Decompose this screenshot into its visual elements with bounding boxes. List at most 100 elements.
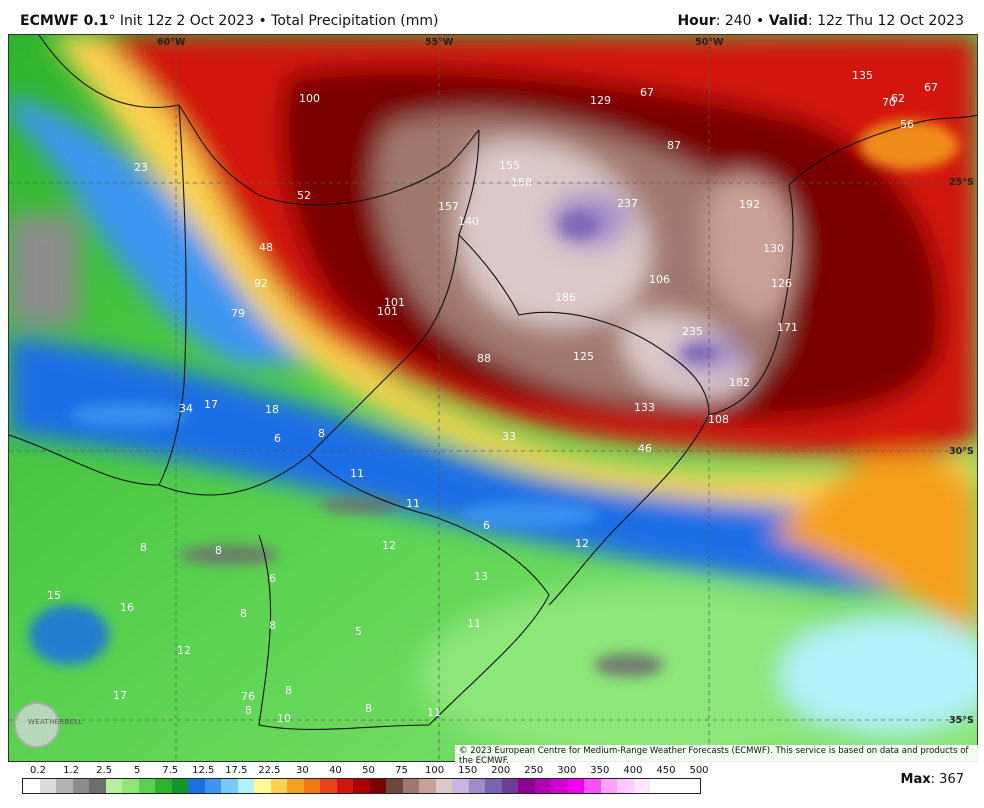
bullet: • [756,13,765,29]
colorbar-tick-label: 300 [557,765,577,776]
value-label: 11 [406,497,420,510]
colorbar-tick-label: 17.5 [225,765,248,776]
value-label: 11 [467,617,481,630]
colorbar-tick-label: 1.2 [63,765,79,776]
value-label: 23 [134,161,148,174]
max-value-readout: Max: 367 [900,772,964,787]
colorbar-swatch [270,779,287,793]
value-label: 5 [355,625,362,638]
hour-label: Hour [677,13,716,29]
value-label: 8 [240,607,247,620]
value-label: 13 [474,570,488,583]
colorbar-swatch [501,779,518,793]
value-label: 67 [924,81,938,94]
weatherbell-logo-icon [14,702,60,748]
colorbar-swatch [122,779,139,793]
colorbar-swatch [485,779,502,793]
value-label: 18 [265,403,279,416]
value-label: 52 [297,189,311,202]
value-label: 8 [215,544,222,557]
valid-value: 12z Thu 12 Oct 2023 [817,13,964,29]
precip-details [29,120,959,677]
value-label: 186 [555,291,576,304]
value-label: 17 [113,689,127,702]
product-name: Total Precipitation (mm) [271,13,439,29]
header-left: ECMWF 0.1° Init 12z 2 Oct 2023 • Total P… [20,13,438,29]
value-label: 33 [502,430,516,443]
header-bar: ECMWF 0.1° Init 12z 2 Oct 2023 • Total P… [20,11,964,31]
logo-text: WEATHERBELL [28,718,83,726]
value-label: 6 [269,572,276,585]
value-label: 237 [617,197,638,210]
value-label: 129 [590,94,611,107]
value-label: 133 [634,401,655,414]
colorbar-tick-label: 100 [425,765,445,776]
max-value: 367 [939,772,964,787]
colorbar-tick-label: 350 [590,765,610,776]
colorbar-tick-label: 12.5 [192,765,215,776]
value-label: 62 [891,92,905,105]
colorbar [22,778,701,794]
colorbar-tick-label: 7.5 [162,765,179,776]
init-time: Init 12z 2 Oct 2023 [119,13,254,29]
colorbar-swatch [221,779,238,793]
colorbar-swatch [155,779,172,793]
value-label: 171 [777,321,798,334]
value-label: 8 [365,702,372,715]
value-label: 140 [458,215,479,228]
value-label: 192 [739,198,760,211]
value-label: 157 [438,200,459,213]
value-label: 46 [638,442,652,455]
value-label: 34 [179,402,193,415]
colorbar-tick-label: 450 [656,765,676,776]
colorbar-swatch [39,779,56,793]
value-label: 70 [882,96,896,109]
hour-value: 240 [724,13,752,29]
colorbar-tick-label: 500 [689,765,709,776]
model-name: ECMWF 0.1 [20,13,109,29]
value-label: 155 [499,159,520,172]
precipitation-map: 60°W 55°W 50°W 25°S 30°S 35°S 100 129 67… [8,34,978,762]
graticule [9,35,977,761]
colorbar-swatch [204,779,221,793]
value-label: 8 [285,684,292,697]
lat-label-30s: 30°S [949,446,974,457]
value-label: 12 [382,539,396,552]
colorbar-swatch [72,779,89,793]
value-label: 125 [573,350,594,363]
colorbar-swatch [237,779,254,793]
value-label: 17 [204,398,218,411]
colorbar-swatch [551,779,568,793]
lon-label-50w: 50°W [695,37,724,48]
colorbar-swatch [303,779,320,793]
value-label: 130 [763,242,784,255]
colorbar-swatch [419,779,436,793]
value-labels: 100 129 67 135 70 62 67 56 23 155 158 87… [47,69,938,725]
colorbar-tick-label: 250 [524,765,544,776]
value-label: 8 [245,704,252,717]
value-label: 126 [771,277,792,290]
value-label: 106 [649,273,670,286]
value-label: 101 [384,296,405,309]
value-label: 76 [241,690,255,703]
colorbar-swatch [650,779,667,793]
value-label: 101 [377,305,398,318]
value-label: 8 [269,619,276,632]
max-label: Max [900,772,931,787]
borders [9,35,977,730]
colorbar-tick-label: 5 [133,765,141,776]
value-label: 158 [511,176,532,189]
colorbar-swatch [468,779,485,793]
colorbar-swatch [89,779,106,793]
colorbar-swatch [402,779,419,793]
lat-label-25s: 25°S [949,177,974,188]
colorbar-swatch [287,779,304,793]
value-label: 11 [427,706,441,719]
colorbar-swatch [386,779,403,793]
value-label: 92 [254,277,268,290]
value-label: 11 [350,467,364,480]
map-canvas: 60°W 55°W 50°W 25°S 30°S 35°S 100 129 67… [9,35,977,761]
value-label: 12 [177,644,191,657]
colorbar-tick-label: 400 [623,765,643,776]
lon-label-60w: 60°W [157,37,186,48]
